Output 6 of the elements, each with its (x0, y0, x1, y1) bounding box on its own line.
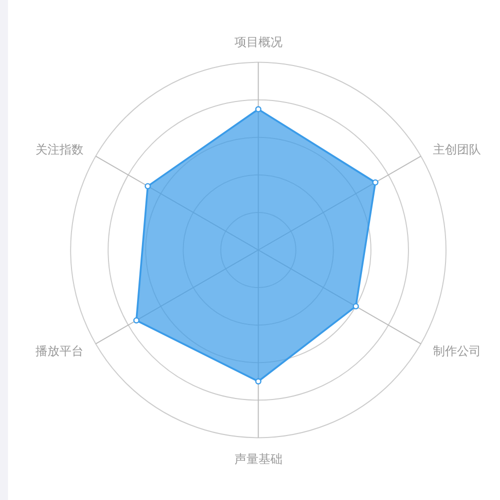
spoke-label: 声量基础 (234, 452, 282, 466)
spoke-label: 制作公司 (432, 344, 481, 358)
spoke-label: 关注指数 (36, 142, 84, 156)
spoke-label: 项目概况 (234, 34, 282, 49)
spoke-label: 播放平台 (36, 344, 84, 358)
spoke-label: 主创团队 (432, 142, 481, 156)
